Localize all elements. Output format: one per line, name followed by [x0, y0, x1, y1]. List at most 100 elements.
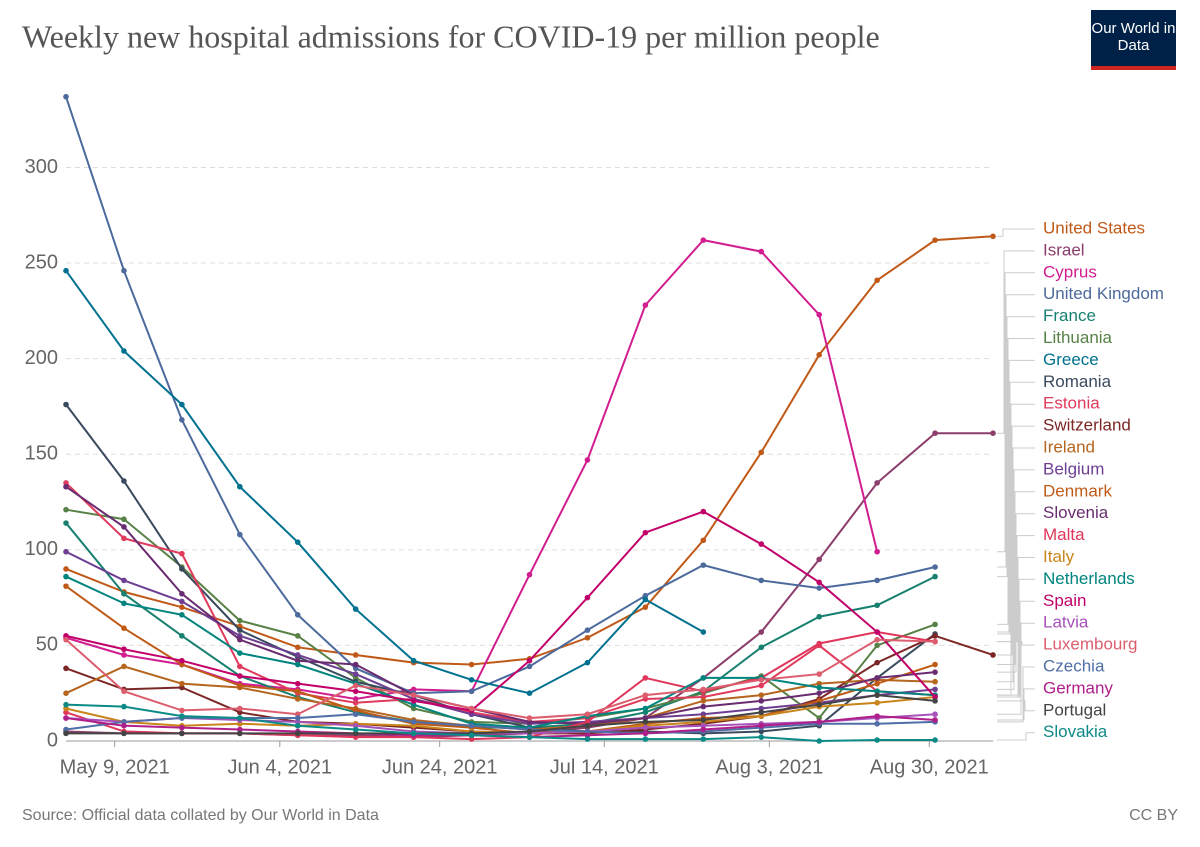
data-point	[642, 730, 649, 737]
data-point	[642, 719, 649, 725]
series-line	[66, 694, 936, 735]
data-point	[874, 680, 880, 687]
data-point	[294, 652, 301, 658]
legend-label: Belgium	[1043, 459, 1104, 478]
data-point	[526, 734, 533, 740]
legend-connector	[997, 600, 1035, 698]
data-point	[352, 682, 359, 689]
data-point	[874, 675, 880, 681]
data-point	[700, 237, 707, 243]
data-point	[179, 612, 185, 618]
data-point	[758, 722, 765, 729]
data-point	[179, 417, 185, 423]
data-point	[352, 688, 359, 695]
data-point	[874, 699, 880, 706]
series	[63, 701, 938, 744]
data-point	[816, 690, 822, 697]
legend-label: Denmark	[1043, 481, 1112, 500]
data-point	[584, 457, 591, 463]
data-point	[179, 401, 185, 408]
data-point	[352, 606, 359, 612]
data-point	[121, 577, 127, 584]
series	[63, 508, 938, 714]
series-line	[65, 485, 936, 725]
data-point	[63, 483, 69, 490]
data-point	[874, 737, 880, 743]
data-point	[816, 671, 822, 677]
data-point	[237, 483, 243, 490]
data-point	[468, 688, 475, 695]
data-point	[121, 688, 127, 695]
series-line	[65, 550, 936, 725]
data-point	[526, 728, 533, 735]
data-point	[642, 692, 649, 698]
data-point	[352, 671, 359, 677]
data-point	[294, 633, 301, 639]
series	[63, 520, 938, 731]
data-point	[410, 657, 417, 664]
data-point	[63, 548, 69, 555]
data-point	[121, 516, 127, 523]
data-point	[63, 506, 69, 513]
y-tick-label: 100	[25, 538, 58, 560]
legend-label: United States	[1043, 218, 1145, 237]
data-point	[121, 722, 127, 729]
series-line	[65, 510, 936, 712]
data-point	[816, 311, 822, 318]
data-point	[584, 659, 591, 666]
data-point	[874, 548, 880, 555]
legend-connector	[997, 666, 1035, 723]
data-point	[874, 602, 880, 609]
legend-label: Italy	[1043, 547, 1075, 566]
data-point	[990, 430, 996, 437]
series	[63, 483, 938, 727]
data-point	[932, 678, 938, 685]
data-point	[642, 596, 649, 603]
data-point	[932, 698, 938, 704]
data-point	[584, 627, 591, 633]
legend-connector	[997, 359, 1035, 633]
series-line	[65, 575, 936, 729]
data-point	[63, 636, 69, 643]
data-point	[237, 650, 243, 656]
data-point	[237, 673, 243, 679]
data-point	[816, 684, 822, 691]
data-point	[294, 612, 301, 618]
legend-connector	[997, 513, 1035, 673]
series-line	[65, 96, 936, 695]
series	[63, 93, 938, 697]
data-point	[874, 659, 880, 666]
data-point	[468, 722, 475, 729]
data-point	[179, 604, 185, 610]
data-point	[121, 535, 127, 542]
data-point	[642, 302, 649, 308]
data-point	[352, 711, 359, 718]
series	[63, 692, 938, 737]
legend-connector	[997, 641, 1035, 646]
data-point	[526, 690, 533, 697]
data-point	[700, 562, 707, 568]
data-point	[816, 613, 822, 620]
data-point	[584, 634, 591, 641]
data-point	[237, 617, 243, 624]
legend-label: Slovenia	[1043, 503, 1109, 522]
logo-text-box: Our World in Data	[1092, 20, 1176, 54]
data-point	[700, 717, 707, 723]
data-point	[932, 430, 938, 437]
data-point	[700, 508, 707, 515]
data-point	[816, 701, 822, 708]
data-point	[932, 737, 938, 743]
data-point	[526, 571, 533, 578]
data-point	[932, 661, 938, 668]
legend-connector	[997, 491, 1035, 666]
data-point	[758, 541, 765, 547]
legend-label: Portugal	[1043, 700, 1106, 719]
data-point	[294, 644, 301, 651]
data-point	[63, 701, 69, 708]
data-point	[237, 682, 243, 689]
data-point	[121, 348, 127, 354]
data-point	[932, 686, 938, 693]
legend-label: Luxembourg	[1043, 635, 1138, 654]
data-point	[700, 629, 707, 635]
legend-label: Greece	[1043, 350, 1099, 369]
